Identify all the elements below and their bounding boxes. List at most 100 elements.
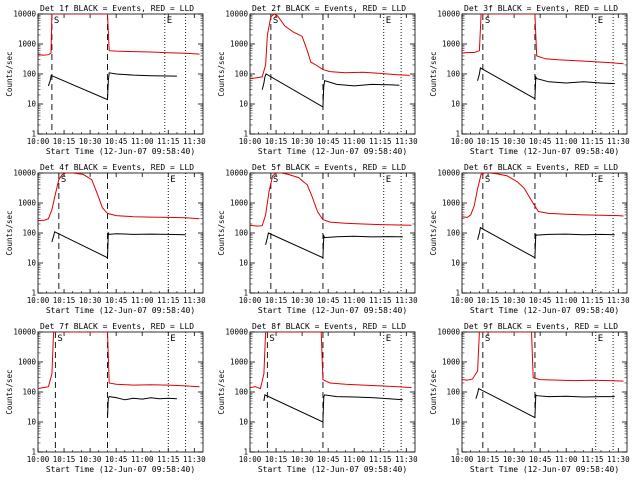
y-tick-label: 100 bbox=[234, 70, 248, 79]
y-tick-label: 1 bbox=[455, 448, 460, 457]
x-axis-label: Start Time (12-Jun-07 09:58:40) bbox=[470, 147, 619, 156]
start-marker-label: S bbox=[485, 334, 490, 344]
y-tick-label: 100 bbox=[234, 388, 248, 397]
x-axis-label: Start Time (12-Jun-07 09:58:40) bbox=[470, 306, 619, 315]
series-events-line bbox=[477, 67, 615, 100]
x-tick-label: 11:30 bbox=[607, 137, 630, 146]
series-events-line bbox=[475, 387, 615, 419]
y-axis-label: Counts/sec bbox=[217, 51, 226, 96]
y-tick-label: 10000 bbox=[13, 10, 36, 19]
y-tick-label: 10 bbox=[239, 259, 249, 268]
x-tick-label: 11:15 bbox=[369, 137, 392, 146]
x-tick-label: 10:15 bbox=[265, 455, 288, 464]
panel-title: Det 7f BLACK = Events, RED = LLD bbox=[40, 322, 194, 331]
series-lld-line bbox=[250, 332, 412, 390]
y-tick-label: 10000 bbox=[225, 169, 248, 178]
series-group bbox=[462, 332, 624, 419]
x-tick-label: 11:00 bbox=[343, 296, 366, 305]
y-tick-label: 1000 bbox=[442, 358, 461, 367]
y-tick-label: 100 bbox=[446, 388, 460, 397]
x-axis-label: Start Time (12-Jun-07 09:58:40) bbox=[470, 465, 619, 474]
x-tick-label: 10:45 bbox=[317, 296, 340, 305]
x-tick-label: 10:00 bbox=[27, 455, 50, 464]
x-axis-label: Start Time (12-Jun-07 09:58:40) bbox=[46, 465, 195, 474]
end-marker-label: E bbox=[598, 334, 603, 344]
x-tick-label: 10:30 bbox=[503, 296, 526, 305]
x-tick-label: 10:30 bbox=[79, 137, 102, 146]
panel-title: Det 2f BLACK = Events, RED = LLD bbox=[252, 4, 406, 13]
x-tick-label: 10:00 bbox=[239, 455, 262, 464]
plot-frame bbox=[37, 172, 204, 294]
y-tick-label: 100 bbox=[22, 388, 36, 397]
x-tick-label: 10:45 bbox=[317, 137, 340, 146]
x-tick-label: 11:00 bbox=[555, 137, 578, 146]
series-lld-line bbox=[38, 332, 200, 390]
plot-frame bbox=[249, 172, 416, 294]
series-lld-line bbox=[38, 173, 200, 222]
x-tick-label: 10:45 bbox=[529, 137, 552, 146]
panel-title: Det 3f BLACK = Events, RED = LLD bbox=[464, 4, 618, 13]
panel-det-1: Det 1f BLACK = Events, RED = LLD 10:00 10:… bbox=[5, 4, 206, 156]
y-tick-label: 10 bbox=[451, 259, 461, 268]
y-tick-label: 10 bbox=[27, 100, 37, 109]
x-tick-label: 11:00 bbox=[131, 137, 154, 146]
start-marker-label: S bbox=[269, 334, 274, 344]
x-tick-label: 10:00 bbox=[27, 137, 50, 146]
y-tick-label: 10000 bbox=[437, 10, 460, 19]
y-tick-label: 1000 bbox=[230, 199, 249, 208]
x-tick-label: 10:30 bbox=[291, 455, 314, 464]
x-tick-label: 11:00 bbox=[131, 455, 154, 464]
series-lld-line bbox=[462, 14, 624, 65]
x-tick-label: 10:15 bbox=[265, 137, 288, 146]
start-marker-label: S bbox=[57, 334, 62, 344]
y-tick-label: 1000 bbox=[230, 358, 249, 367]
series-events-line bbox=[261, 73, 400, 108]
x-tick-label: 10:00 bbox=[239, 296, 262, 305]
panel-title: Det 1f BLACK = Events, RED = LLD bbox=[40, 4, 194, 13]
x-axis-label: Start Time (12-Jun-07 09:58:40) bbox=[258, 306, 407, 315]
y-tick-label: 1000 bbox=[18, 199, 37, 208]
x-tick-label: 10:15 bbox=[477, 296, 500, 305]
panel-title: Det 8f BLACK = Events, RED = LLD bbox=[252, 322, 406, 331]
y-tick-label: 1 bbox=[243, 130, 248, 139]
y-tick-label: 10 bbox=[27, 418, 37, 427]
series-group bbox=[250, 332, 412, 423]
y-axis-label: Counts/sec bbox=[429, 369, 438, 414]
y-tick-label: 1 bbox=[31, 130, 36, 139]
y-tick-label: 100 bbox=[22, 70, 36, 79]
y-tick-label: 1000 bbox=[18, 40, 37, 49]
y-tick-label: 10 bbox=[451, 418, 461, 427]
y-axis-label: Counts/sec bbox=[5, 369, 14, 414]
series-lld-line bbox=[250, 14, 410, 80]
plot-frame bbox=[249, 331, 416, 453]
x-tick-label: 10:45 bbox=[317, 455, 340, 464]
x-tick-label: 11:30 bbox=[395, 137, 418, 146]
y-axis-label: Counts/sec bbox=[5, 210, 14, 255]
x-tick-label: 11:15 bbox=[369, 296, 392, 305]
y-tick-label: 100 bbox=[446, 70, 460, 79]
y-tick-label: 10000 bbox=[13, 328, 36, 337]
y-tick-label: 1000 bbox=[442, 40, 461, 49]
end-marker-label: E bbox=[386, 175, 391, 185]
x-tick-label: 10:30 bbox=[291, 137, 314, 146]
end-marker-label: E bbox=[170, 334, 175, 344]
y-tick-label: 1 bbox=[31, 448, 36, 457]
y-tick-label: 1 bbox=[31, 289, 36, 298]
y-tick-label: 100 bbox=[22, 229, 36, 238]
x-tick-label: 10:00 bbox=[239, 137, 262, 146]
x-tick-label: 11:15 bbox=[581, 137, 604, 146]
x-tick-label: 11:00 bbox=[131, 296, 154, 305]
x-tick-label: 10:15 bbox=[477, 455, 500, 464]
panel-title: Det 6f BLACK = Events, RED = LLD bbox=[464, 163, 618, 172]
y-tick-label: 1000 bbox=[18, 358, 37, 367]
y-tick-label: 10000 bbox=[13, 169, 36, 178]
series-group bbox=[38, 14, 200, 101]
y-tick-label: 1 bbox=[243, 448, 248, 457]
series-lld-line bbox=[462, 332, 624, 382]
x-tick-label: 10:15 bbox=[477, 137, 500, 146]
